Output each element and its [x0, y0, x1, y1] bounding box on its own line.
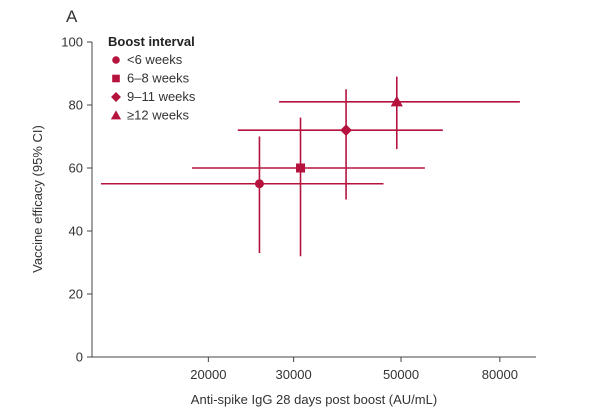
series-group [191, 117, 425, 257]
legend-label: 6–8 weeks [127, 71, 190, 86]
legend-item: 9–11 weeks [111, 89, 196, 104]
legend-marker-square [112, 74, 120, 83]
legend-label: ≥12 weeks [127, 108, 190, 123]
data-point-diamond [340, 124, 352, 137]
legend-title: Boost interval [108, 34, 195, 49]
data-series [100, 76, 520, 257]
y-ticks: 0 20 40 60 80 100 [61, 35, 92, 365]
legend-marker-diamond [111, 92, 121, 102]
y-tick-label: 80 [69, 98, 83, 113]
axes [91, 42, 536, 358]
x-ticks: 20000 30000 50000 80000 [190, 357, 518, 382]
legend: Boost interval <6 weeks 6–8 weeks 9–11 wee… [108, 34, 196, 123]
legend-item: 6–8 weeks [112, 71, 190, 86]
x-axis-title: Anti-spike IgG 28 days post boost (AU/mL… [191, 392, 437, 407]
y-tick-label: 100 [61, 35, 83, 50]
y-tick-label: 0 [76, 350, 83, 365]
x-tick-label: 20000 [190, 367, 226, 382]
x-tick-label: 30000 [276, 367, 312, 382]
series-group [100, 136, 384, 254]
x-tick-label: 80000 [482, 367, 518, 382]
legend-marker-triangle [110, 110, 122, 120]
y-tick-label: 40 [69, 224, 83, 239]
data-point-square [296, 163, 306, 173]
legend-marker-circle [112, 56, 120, 64]
y-tick-label: 60 [69, 161, 83, 176]
legend-label: <6 weeks [127, 52, 183, 67]
y-tick-label: 20 [69, 287, 83, 302]
series-group [237, 89, 443, 200]
y-axis-title: Vaccine efficacy (95% CI) [30, 125, 45, 273]
data-point-triangle [390, 95, 403, 107]
legend-item: ≥12 weeks [110, 108, 190, 123]
series-group [279, 76, 520, 150]
x-tick-label: 50000 [383, 367, 419, 382]
legend-item: <6 weeks [112, 52, 183, 67]
panel-label: A [66, 7, 78, 26]
legend-label: 9–11 weeks [127, 89, 196, 104]
data-point-circle [254, 179, 264, 189]
